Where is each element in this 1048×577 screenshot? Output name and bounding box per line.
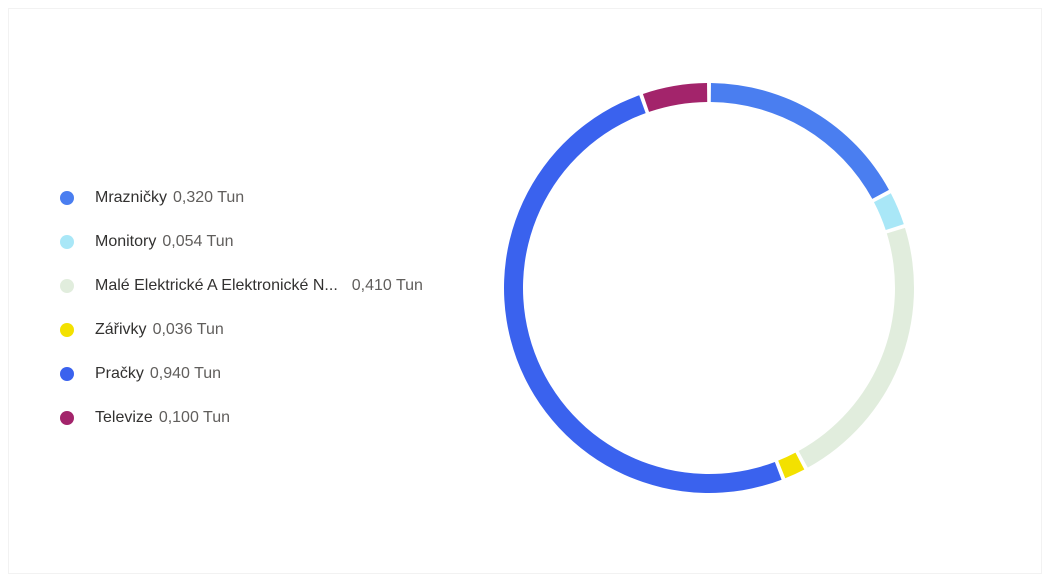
donut-slice-4[interactable] <box>503 95 782 494</box>
chart-legend: Mrazničky 0,320 Tun Monitory 0,054 Tun M… <box>60 176 423 440</box>
legend-item-pracky[interactable]: Pračky 0,940 Tun <box>60 352 423 396</box>
legend-swatch <box>60 191 74 205</box>
legend-swatch <box>60 367 74 381</box>
legend-swatch <box>60 323 74 337</box>
legend-label: Mrazničky <box>95 189 168 206</box>
legend-label: Televize <box>95 409 153 426</box>
legend-item-televize[interactable]: Televize 0,100 Tun <box>60 396 423 440</box>
legend-item-male-elektricke[interactable]: Malé Elektrické A Elektronické N... 0,41… <box>60 264 423 308</box>
donut-slice-3[interactable] <box>778 452 805 479</box>
legend-label: Pračky <box>95 365 144 382</box>
legend-item-zarivky[interactable]: Zářivky 0,036 Tun <box>60 308 423 352</box>
legend-item-mraznicky[interactable]: Mrazničky 0,320 Tun <box>60 176 423 220</box>
legend-value: 0,036 Tun <box>152 321 224 338</box>
donut-slice-0[interactable] <box>710 83 889 199</box>
donut-slice-5[interactable] <box>642 83 708 112</box>
donut-slice-1[interactable] <box>873 193 904 231</box>
donut-slice-2[interactable] <box>798 227 914 468</box>
legend-value: 0,054 Tun <box>162 233 234 250</box>
legend-value: 0,320 Tun <box>173 189 245 206</box>
legend-swatch <box>60 235 74 249</box>
legend-label: Zářivky <box>95 321 147 338</box>
legend-swatch <box>60 279 74 293</box>
legend-value: 0,100 Tun <box>158 409 230 426</box>
legend-value: 0,940 Tun <box>149 365 222 382</box>
legend-value: 0,410 Tun <box>351 277 423 294</box>
legend-swatch <box>60 411 74 425</box>
legend-label: Monitory <box>95 233 157 250</box>
chart-card <box>8 8 1042 574</box>
legend-item-monitory[interactable]: Monitory 0,054 Tun <box>60 220 423 264</box>
